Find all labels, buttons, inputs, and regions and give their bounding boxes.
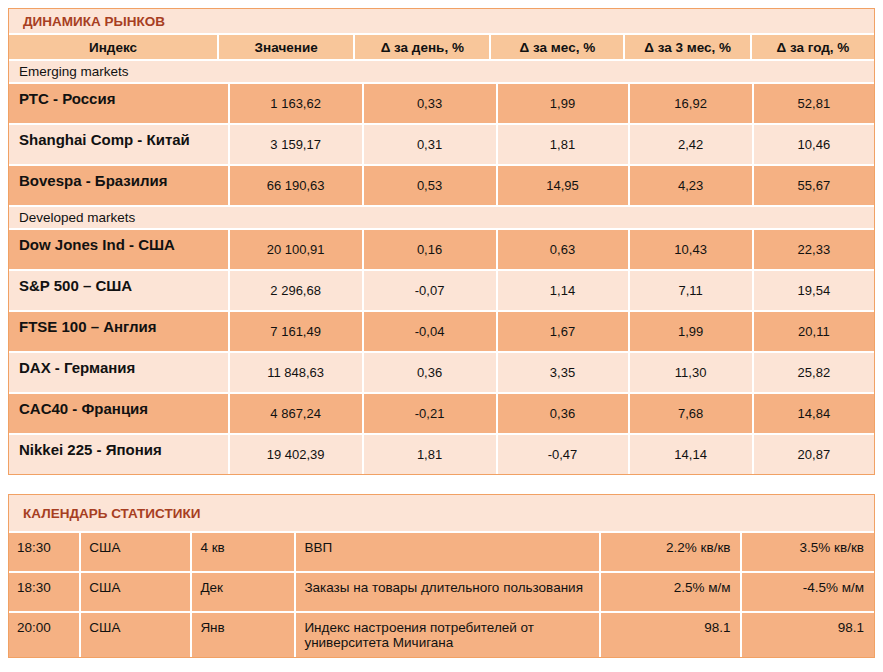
day-cell: 0,33 [364, 84, 496, 123]
day-cell: -0,21 [364, 394, 496, 433]
table-row: FTSE 100 – Англия 7 161,49 -0,04 1,67 1,… [9, 312, 874, 351]
year-cell: 20,11 [754, 312, 874, 351]
column-header-month: Δ за мес, % [491, 35, 623, 59]
column-header-value: Значение [219, 35, 353, 59]
column-header-day: Δ за день, % [355, 35, 489, 59]
value-cell: 20 100,91 [230, 230, 362, 269]
table-row: Dow Jones Ind - США 20 100,91 0,16 0,63 … [9, 230, 874, 269]
month3-cell: 7,11 [630, 271, 752, 310]
index-name-cell: РТС - Россия [9, 84, 228, 123]
country-cell: США [81, 533, 190, 571]
index-name-cell: Shanghai Comp - Китай [9, 125, 228, 164]
value-cell: 19 402,39 [230, 435, 362, 474]
markets-title: ДИНАМИКА РЫНКОВ [9, 9, 874, 33]
table-row: Bovespa - Бразилия 66 190,63 0,53 14,95 … [9, 166, 874, 205]
month-cell: 1,99 [498, 84, 628, 123]
indicator-cell: Заказы на товары длительного пользования [296, 573, 599, 611]
value-cell: 4 867,24 [230, 394, 362, 433]
day-cell: 1,81 [364, 435, 496, 474]
calendar-panel: КАЛЕНДАРЬ СТАТИСТИКИ 18:30 США 4 кв ВВП … [8, 494, 875, 658]
value-cell: 7 161,49 [230, 312, 362, 351]
period-cell: Дек [192, 573, 294, 611]
month3-cell: 7,68 [630, 394, 752, 433]
column-header-index: Индекс [9, 35, 217, 59]
index-name-cell: Bovespa - Бразилия [9, 166, 228, 205]
country-cell: США [81, 573, 190, 611]
value-cell: 1 163,62 [230, 84, 362, 123]
period-cell: Янв [192, 613, 294, 657]
previous-cell: 3.5% кв/кв [742, 533, 874, 571]
index-name-cell: Nikkei 225 - Япония [9, 435, 228, 474]
year-cell: 55,67 [754, 166, 874, 205]
month3-cell: 10,43 [630, 230, 752, 269]
index-name-cell: CAC40 - Франция [9, 394, 228, 433]
country-cell: США [81, 613, 190, 657]
year-cell: 22,33 [754, 230, 874, 269]
day-cell: -0,04 [364, 312, 496, 351]
period-cell: 4 кв [192, 533, 294, 571]
column-header-year: Δ за год, % [752, 35, 874, 59]
calendar-row: 18:30 США Дек Заказы на товары длительно… [9, 573, 874, 611]
year-cell: 20,87 [754, 435, 874, 474]
month-cell: 0,36 [498, 394, 628, 433]
calendar-row: 20:00 США Янв Индекс настроения потребит… [9, 613, 874, 657]
table-row: DAX - Германия 11 848,63 0,36 3,35 11,30… [9, 353, 874, 392]
month-cell: 1,81 [498, 125, 628, 164]
previous-cell: -4.5% м/м [742, 573, 874, 611]
table-row: CAC40 - Франция 4 867,24 -0,21 0,36 7,68… [9, 394, 874, 433]
day-cell: 0,36 [364, 353, 496, 392]
day-cell: 0,53 [364, 166, 496, 205]
time-cell: 18:30 [9, 573, 79, 611]
table-row: Shanghai Comp - Китай 3 159,17 0,31 1,81… [9, 125, 874, 164]
day-cell: -0,07 [364, 271, 496, 310]
time-cell: 20:00 [9, 613, 79, 657]
month3-cell: 4,23 [630, 166, 752, 205]
forecast-cell: 2.5% м/м [601, 573, 740, 611]
index-name-cell: Dow Jones Ind - США [9, 230, 228, 269]
year-cell: 10,46 [754, 125, 874, 164]
column-header-3month: Δ за 3 мес, % [625, 35, 749, 59]
index-name-cell: FTSE 100 – Англия [9, 312, 228, 351]
previous-cell: 98.1 [742, 613, 874, 657]
table-row: S&P 500 – США 2 296,68 -0,07 1,14 7,11 1… [9, 271, 874, 310]
value-cell: 3 159,17 [230, 125, 362, 164]
month3-cell: 11,30 [630, 353, 752, 392]
month-cell: -0,47 [498, 435, 628, 474]
month-cell: 14,95 [498, 166, 628, 205]
day-cell: 0,16 [364, 230, 496, 269]
forecast-cell: 98.1 [601, 613, 740, 657]
calendar-title: КАЛЕНДАРЬ СТАТИСТИКИ [9, 495, 874, 531]
month-cell: 1,14 [498, 271, 628, 310]
month3-cell: 2,42 [630, 125, 752, 164]
month-cell: 3,35 [498, 353, 628, 392]
indicator-cell: ВВП [296, 533, 599, 571]
markets-header-row: Индекс Значение Δ за день, % Δ за мес, %… [9, 35, 874, 59]
index-name-cell: S&P 500 – США [9, 271, 228, 310]
month-cell: 1,67 [498, 312, 628, 351]
value-cell: 2 296,68 [230, 271, 362, 310]
markets-panel: ДИНАМИКА РЫНКОВ Индекс Значение Δ за ден… [8, 8, 875, 475]
day-cell: 0,31 [364, 125, 496, 164]
value-cell: 66 190,63 [230, 166, 362, 205]
month3-cell: 16,92 [630, 84, 752, 123]
group-label-developed: Developed markets [9, 207, 874, 228]
indicator-cell: Индекс настроения потребителей от универ… [296, 613, 599, 657]
year-cell: 52,81 [754, 84, 874, 123]
year-cell: 19,54 [754, 271, 874, 310]
table-row: Nikkei 225 - Япония 19 402,39 1,81 -0,47… [9, 435, 874, 474]
report-page: ДИНАМИКА РЫНКОВ Индекс Значение Δ за ден… [0, 0, 883, 672]
month3-cell: 1,99 [630, 312, 752, 351]
value-cell: 11 848,63 [230, 353, 362, 392]
month-cell: 0,63 [498, 230, 628, 269]
year-cell: 25,82 [754, 353, 874, 392]
index-name-cell: DAX - Германия [9, 353, 228, 392]
group-label-emerging: Emerging markets [9, 61, 874, 82]
time-cell: 18:30 [9, 533, 79, 571]
calendar-row: 18:30 США 4 кв ВВП 2.2% кв/кв 3.5% кв/кв [9, 533, 874, 571]
month3-cell: 14,14 [630, 435, 752, 474]
year-cell: 14,84 [754, 394, 874, 433]
forecast-cell: 2.2% кв/кв [601, 533, 740, 571]
table-row: РТС - Россия 1 163,62 0,33 1,99 16,92 52… [9, 84, 874, 123]
